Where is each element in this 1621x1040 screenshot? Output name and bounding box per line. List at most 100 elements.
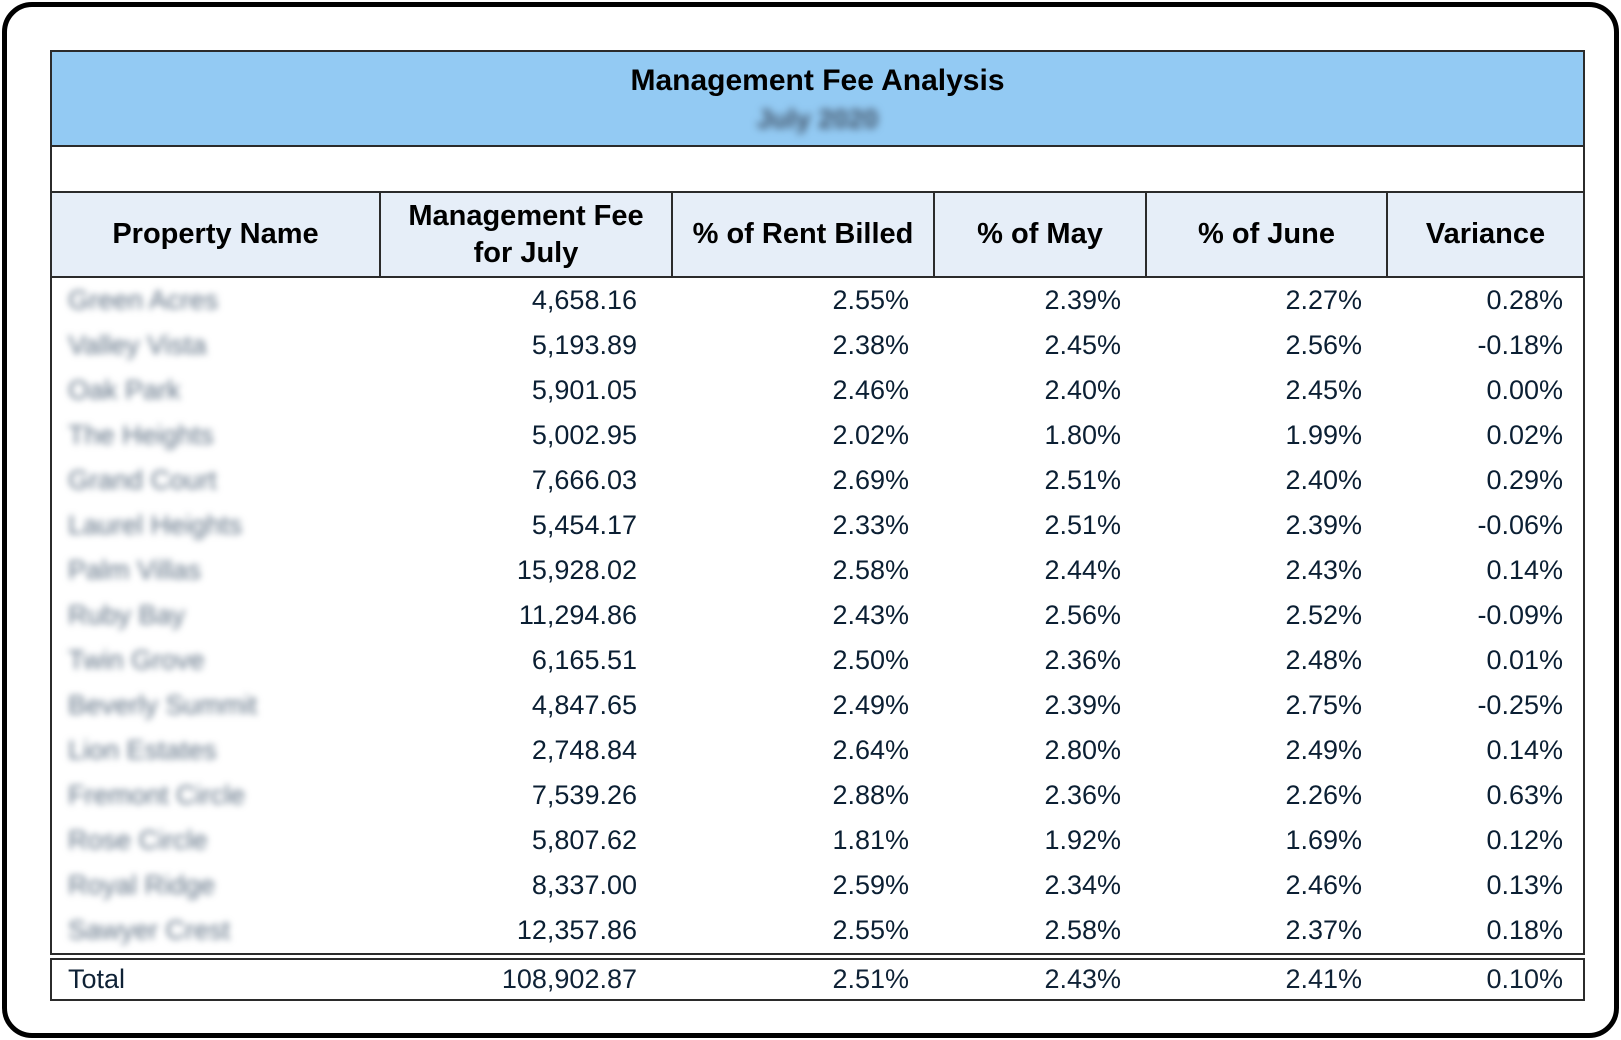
table-row: Twin Grove 6,165.51 2.50% 2.36% 2.48% 0.…	[52, 638, 1583, 683]
table-row: Ruby Bay 11,294.86 2.43% 2.56% 2.52% -0.…	[52, 593, 1583, 638]
pct-rent-billed-cell: 2.58%	[832, 555, 909, 585]
table-row: Lion Estates 2,748.84 2.64% 2.80% 2.49% …	[52, 728, 1583, 773]
variance-cell: -0.09%	[1477, 600, 1563, 630]
pct-may-cell: 2.56%	[1044, 600, 1121, 630]
pct-june-cell: 2.27%	[1285, 285, 1362, 315]
management-fee-cell: 7,666.03	[531, 465, 637, 495]
pct-june-cell: 2.26%	[1285, 780, 1362, 810]
total-pct-may: 2.43%	[1044, 964, 1121, 994]
table-row: Beverly Summit 4,847.65 2.49% 2.39% 2.75…	[52, 683, 1583, 728]
table-row: Rose Circle 5,807.62 1.81% 1.92% 1.69% 0…	[52, 818, 1583, 863]
management-fee-cell: 2,748.84	[531, 735, 637, 765]
pct-may-cell: 2.44%	[1044, 555, 1121, 585]
pct-june-cell: 2.52%	[1285, 600, 1362, 630]
header-pct-rent-billed: % of Rent Billed	[671, 193, 933, 276]
management-fee-cell: 15,928.02	[516, 555, 637, 585]
report-subtitle: July 2020	[756, 104, 879, 134]
table-header-row: Property Name Management Fee for July % …	[50, 191, 1585, 278]
pct-rent-billed-cell: 2.49%	[832, 690, 909, 720]
property-name-cell: Rose Circle	[68, 825, 208, 855]
report-title-block: Management Fee Analysis July 2020	[50, 50, 1585, 147]
variance-cell: 0.12%	[1486, 825, 1563, 855]
pct-may-cell: 2.40%	[1044, 375, 1121, 405]
property-name-cell: Grand Court	[68, 465, 217, 495]
management-fee-cell: 7,539.26	[531, 780, 637, 810]
variance-cell: -0.18%	[1477, 330, 1563, 360]
table-row: Fremont Circle 7,539.26 2.88% 2.36% 2.26…	[52, 773, 1583, 818]
variance-cell: 0.29%	[1486, 465, 1563, 495]
pct-may-cell: 2.45%	[1044, 330, 1121, 360]
pct-may-cell: 2.51%	[1044, 510, 1121, 540]
pct-june-cell: 2.49%	[1285, 735, 1362, 765]
property-name-cell: Valley Vista	[68, 330, 207, 360]
variance-cell: 0.28%	[1486, 285, 1563, 315]
report-title: Management Fee Analysis	[630, 64, 1005, 97]
management-fee-cell: 6,165.51	[531, 645, 637, 675]
pct-rent-billed-cell: 2.55%	[832, 285, 909, 315]
table-row: The Heights 5,002.95 2.02% 1.80% 1.99% 0…	[52, 413, 1583, 458]
property-name-cell: Fremont Circle	[68, 780, 246, 810]
total-row: Total 108,902.87 2.51% 2.43% 2.41% 0.10%	[50, 958, 1585, 1001]
pct-may-cell: 2.58%	[1044, 915, 1121, 945]
pct-may-cell: 2.36%	[1044, 780, 1121, 810]
table-row: Green Acres 4,658.16 2.55% 2.39% 2.27% 0…	[52, 278, 1583, 323]
variance-cell: 0.00%	[1486, 375, 1563, 405]
management-fee-cell: 5,807.62	[531, 825, 637, 855]
table-body: Green Acres 4,658.16 2.55% 2.39% 2.27% 0…	[50, 278, 1585, 955]
pct-rent-billed-cell: 2.55%	[832, 915, 909, 945]
pct-june-cell: 2.56%	[1285, 330, 1362, 360]
variance-cell: -0.06%	[1477, 510, 1563, 540]
management-fee-cell: 5,901.05	[531, 375, 637, 405]
property-name-cell: Palm Villas	[68, 555, 202, 585]
pct-rent-billed-cell: 2.02%	[832, 420, 909, 450]
pct-may-cell: 2.39%	[1044, 690, 1121, 720]
property-name-cell: Sawyer Crest	[68, 915, 231, 945]
pct-rent-billed-cell: 2.46%	[832, 375, 909, 405]
variance-cell: 0.13%	[1486, 870, 1563, 900]
property-name-cell: Oak Park	[68, 375, 181, 405]
management-fee-cell: 11,294.86	[518, 600, 637, 630]
property-name-cell: Green Acres	[68, 285, 219, 315]
pct-may-cell: 2.39%	[1044, 285, 1121, 315]
total-fee: 108,902.87	[501, 964, 637, 994]
pct-rent-billed-cell: 2.59%	[832, 870, 909, 900]
pct-rent-billed-cell: 2.64%	[832, 735, 909, 765]
table-row: Oak Park 5,901.05 2.46% 2.40% 2.45% 0.00…	[52, 368, 1583, 413]
table-row: Grand Court 7,666.03 2.69% 2.51% 2.40% 0…	[52, 458, 1583, 503]
header-property-name: Property Name	[112, 218, 319, 251]
table-row: Valley Vista 5,193.89 2.38% 2.45% 2.56% …	[52, 323, 1583, 368]
pct-june-cell: 2.43%	[1285, 555, 1362, 585]
management-fee-report: Management Fee Analysis July 2020 Proper…	[50, 50, 1585, 1001]
pct-june-cell: 2.37%	[1285, 915, 1362, 945]
header-pct-may: % of May	[933, 193, 1145, 276]
table-row: Sawyer Crest 12,357.86 2.55% 2.58% 2.37%…	[52, 908, 1583, 953]
property-name-cell: Laurel Heights	[68, 510, 243, 540]
header-management-fee: Management Fee for July	[379, 193, 671, 276]
pct-rent-billed-cell: 2.33%	[832, 510, 909, 540]
pct-rent-billed-cell: 2.69%	[832, 465, 909, 495]
management-fee-cell: 4,658.16	[531, 285, 637, 315]
header-pct-june: % of June	[1145, 193, 1386, 276]
total-variance: 0.10%	[1486, 964, 1563, 994]
variance-cell: 0.63%	[1486, 780, 1563, 810]
pct-rent-billed-cell: 2.38%	[832, 330, 909, 360]
variance-cell: 0.18%	[1486, 915, 1563, 945]
pct-rent-billed-cell: 2.43%	[832, 600, 909, 630]
pct-may-cell: 2.80%	[1044, 735, 1121, 765]
pct-rent-billed-cell: 1.81%	[832, 825, 909, 855]
pct-june-cell: 2.46%	[1285, 870, 1362, 900]
variance-cell: 0.14%	[1486, 735, 1563, 765]
property-name-cell: Twin Grove	[68, 645, 205, 675]
pct-may-cell: 1.80%	[1044, 420, 1121, 450]
variance-cell: -0.25%	[1477, 690, 1563, 720]
total-rent-billed: 2.51%	[832, 964, 909, 994]
management-fee-cell: 5,002.95	[531, 420, 637, 450]
pct-june-cell: 2.39%	[1285, 510, 1362, 540]
pct-may-cell: 2.34%	[1044, 870, 1121, 900]
pct-june-cell: 1.69%	[1285, 825, 1362, 855]
pct-june-cell: 2.48%	[1285, 645, 1362, 675]
pct-june-cell: 1.99%	[1285, 420, 1362, 450]
property-name-cell: The Heights	[68, 420, 214, 450]
property-name-cell: Ruby Bay	[68, 600, 186, 630]
